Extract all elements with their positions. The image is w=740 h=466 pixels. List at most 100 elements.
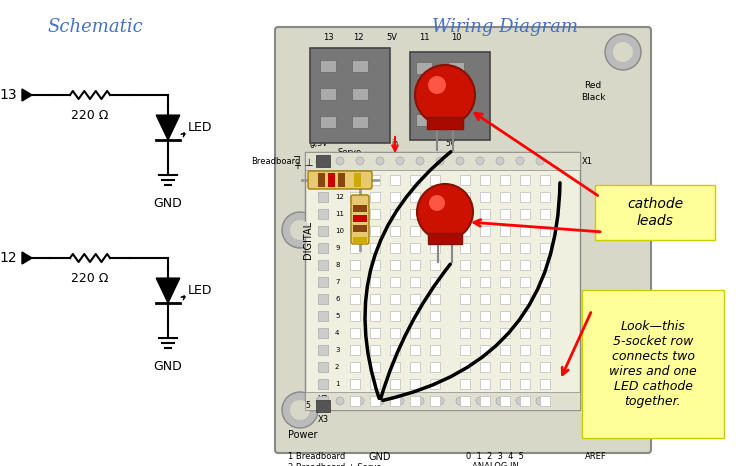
Bar — [520, 175, 530, 185]
Bar — [410, 209, 420, 219]
Bar — [520, 328, 530, 338]
Text: 220 Ω: 220 Ω — [71, 109, 109, 122]
Bar — [430, 226, 440, 236]
Circle shape — [613, 42, 633, 62]
Bar — [520, 209, 530, 219]
Bar — [540, 396, 550, 406]
Circle shape — [336, 397, 344, 405]
Bar — [540, 345, 550, 355]
Bar — [460, 362, 470, 372]
Bar — [540, 243, 550, 253]
Bar — [520, 379, 530, 389]
Polygon shape — [156, 115, 180, 140]
Text: GND: GND — [154, 197, 182, 210]
Bar — [350, 175, 360, 185]
Text: cathode
leads: cathode leads — [627, 198, 683, 227]
Text: 5V: 5V — [386, 34, 397, 42]
Bar — [410, 379, 420, 389]
Bar — [316, 175, 330, 187]
FancyBboxPatch shape — [275, 27, 651, 453]
Bar — [390, 311, 400, 321]
Text: 7: 7 — [335, 279, 340, 285]
Bar — [352, 60, 368, 72]
Bar — [350, 396, 360, 406]
Bar — [410, 345, 420, 355]
Bar — [320, 116, 336, 128]
Bar — [390, 243, 400, 253]
Text: Wiring Diagram: Wiring Diagram — [432, 18, 578, 36]
Text: 6: 6 — [335, 296, 340, 302]
Bar — [318, 294, 328, 304]
Text: 1 Breadboard: 1 Breadboard — [288, 452, 346, 461]
Bar — [410, 192, 420, 202]
Circle shape — [282, 392, 318, 428]
Circle shape — [436, 157, 444, 165]
Circle shape — [536, 157, 544, 165]
Bar — [480, 192, 490, 202]
Bar — [318, 209, 328, 219]
Bar — [520, 345, 530, 355]
Bar — [390, 192, 400, 202]
Bar — [410, 226, 420, 236]
Bar — [460, 277, 470, 287]
Bar — [520, 396, 530, 406]
Bar — [500, 243, 510, 253]
Circle shape — [356, 397, 364, 405]
Bar — [353, 225, 367, 232]
Bar — [353, 215, 367, 222]
Circle shape — [316, 157, 324, 165]
Bar — [350, 379, 360, 389]
Bar — [370, 192, 380, 202]
Bar — [520, 192, 530, 202]
Bar — [500, 311, 510, 321]
Bar — [390, 226, 400, 236]
Bar — [430, 277, 440, 287]
Bar — [410, 243, 420, 253]
Bar — [350, 226, 360, 236]
Bar — [480, 175, 490, 185]
Bar — [500, 362, 510, 372]
FancyBboxPatch shape — [351, 195, 369, 244]
Bar — [390, 379, 400, 389]
Bar — [370, 260, 380, 270]
Bar — [500, 294, 510, 304]
Bar — [430, 379, 440, 389]
Text: 11: 11 — [419, 34, 429, 42]
Circle shape — [415, 65, 475, 125]
Text: 11: 11 — [335, 211, 344, 217]
Text: 12: 12 — [0, 251, 17, 265]
Circle shape — [416, 397, 424, 405]
Text: 5: 5 — [335, 313, 340, 319]
Bar — [480, 260, 490, 270]
Bar — [430, 362, 440, 372]
Text: 220 Ω: 220 Ω — [71, 272, 109, 285]
Bar — [460, 243, 470, 253]
Text: 9: 9 — [335, 245, 340, 251]
Bar — [460, 209, 470, 219]
Bar — [320, 88, 336, 100]
Bar — [500, 175, 510, 185]
Bar — [520, 226, 530, 236]
Text: 2: 2 — [335, 364, 340, 370]
Bar — [318, 175, 328, 185]
Text: Look—this
5-socket row
connects two
wires and one
LED cathode
together.: Look—this 5-socket row connects two wire… — [609, 320, 697, 408]
Bar — [370, 362, 380, 372]
Polygon shape — [156, 278, 180, 303]
Bar — [520, 362, 530, 372]
Circle shape — [316, 397, 324, 405]
Bar — [500, 226, 510, 236]
Bar — [370, 209, 380, 219]
Bar — [480, 243, 490, 253]
Text: 0  1  2  3  4  5: 0 1 2 3 4 5 — [466, 452, 524, 461]
Bar — [390, 345, 400, 355]
Bar — [540, 226, 550, 236]
Bar — [520, 311, 530, 321]
Circle shape — [456, 397, 464, 405]
Bar — [318, 260, 328, 270]
Bar — [390, 175, 400, 185]
Bar — [430, 328, 440, 338]
Bar — [370, 294, 380, 304]
Bar — [480, 345, 490, 355]
Circle shape — [496, 157, 504, 165]
Bar — [318, 379, 328, 389]
